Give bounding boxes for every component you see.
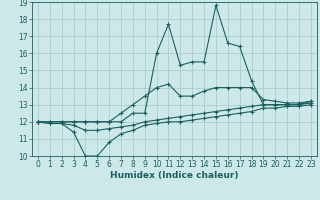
X-axis label: Humidex (Indice chaleur): Humidex (Indice chaleur) bbox=[110, 171, 239, 180]
